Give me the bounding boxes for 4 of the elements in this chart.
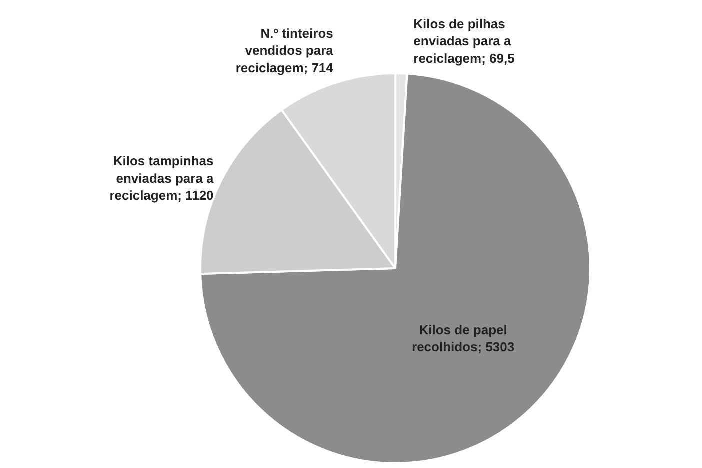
slice-label: Kilos de pilhas enviadas para a reciclagem; 69,5: [414, 16, 515, 66]
slice-label: Kilos de papel recolhidos; 5303: [412, 322, 515, 355]
slice-label: Kilos tampinhas enviadas para a reciclagem; 1120: [110, 154, 215, 204]
slice-label: N.º tinteiros vendidos para reciclagem; 714: [236, 26, 334, 76]
